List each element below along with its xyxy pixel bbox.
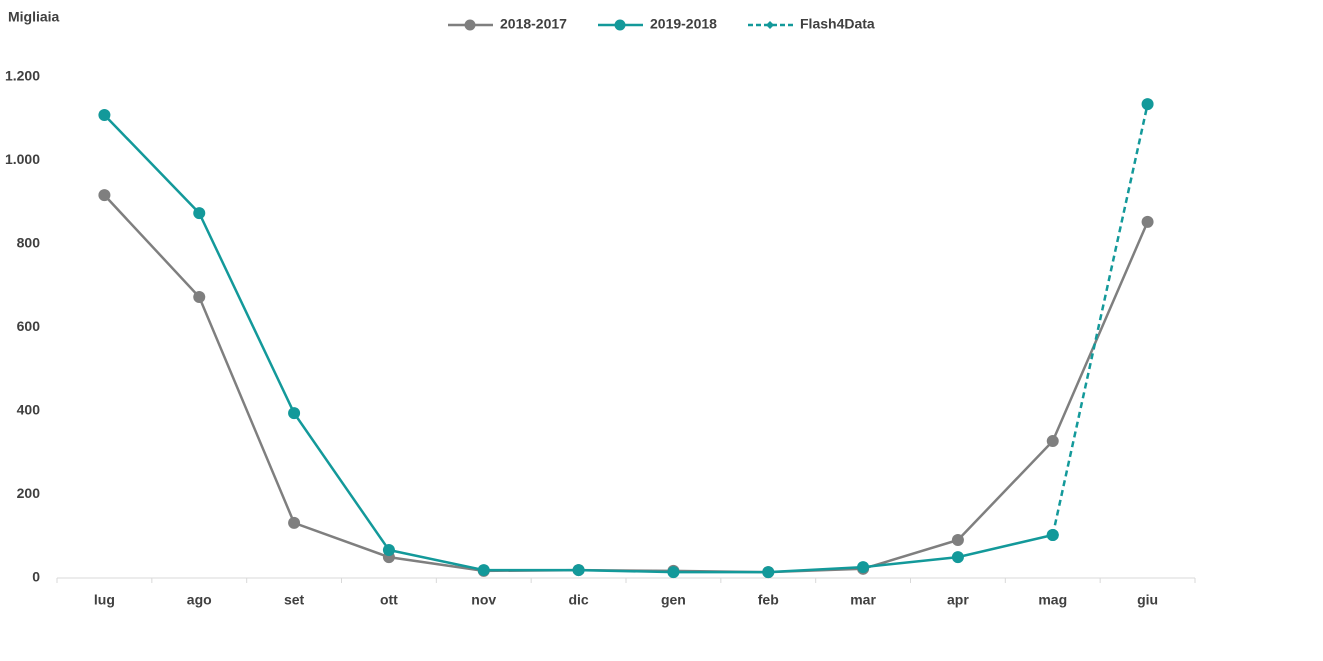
legend-label: 2018-2017	[500, 16, 567, 32]
data-point	[1046, 435, 1059, 448]
x-tick-label: nov	[471, 592, 496, 608]
y-tick-label: 200	[17, 485, 41, 501]
data-point	[1141, 98, 1154, 111]
legend-marker	[614, 19, 626, 31]
x-tick-label: mar	[850, 592, 876, 608]
data-point	[667, 566, 680, 579]
data-point	[477, 564, 490, 577]
legend-marker	[766, 21, 774, 29]
data-point	[288, 516, 301, 529]
data-point	[951, 551, 964, 564]
legend-label: 2019-2018	[650, 16, 717, 32]
y-tick-label: 1.200	[5, 68, 40, 84]
data-point	[382, 544, 395, 557]
x-tick-label: set	[284, 592, 305, 608]
y-tick-label: 400	[17, 402, 41, 418]
y-tick-label: 1.000	[5, 151, 40, 167]
x-tick-label: ago	[187, 592, 212, 608]
x-tick-label: mag	[1038, 592, 1067, 608]
x-tick-label: ott	[380, 592, 398, 608]
series-line	[103, 114, 1054, 574]
y-tick-label: 600	[17, 318, 41, 334]
data-point	[193, 207, 206, 220]
data-point	[572, 564, 585, 577]
x-tick-label: gen	[661, 592, 686, 608]
data-point	[762, 566, 775, 579]
legend-marker	[464, 19, 476, 31]
data-point	[98, 108, 111, 121]
legend-label: Flash4Data	[800, 16, 875, 32]
data-point	[1141, 215, 1154, 228]
data-point	[98, 189, 111, 202]
data-point	[193, 291, 206, 304]
series-line	[103, 194, 1149, 574]
y-axis-label: Migliaia	[8, 9, 60, 25]
x-tick-label: giu	[1137, 592, 1158, 608]
x-tick-label: dic	[568, 592, 588, 608]
data-point	[1046, 528, 1059, 541]
series-line	[1051, 103, 1149, 536]
data-point	[857, 561, 870, 574]
y-tick-label: 0	[32, 569, 40, 585]
y-tick-label: 800	[17, 235, 41, 251]
x-tick-label: lug	[94, 592, 115, 608]
data-point	[951, 534, 964, 547]
x-tick-label: feb	[758, 592, 779, 608]
data-point	[288, 407, 301, 420]
x-tick-label: apr	[947, 592, 969, 608]
